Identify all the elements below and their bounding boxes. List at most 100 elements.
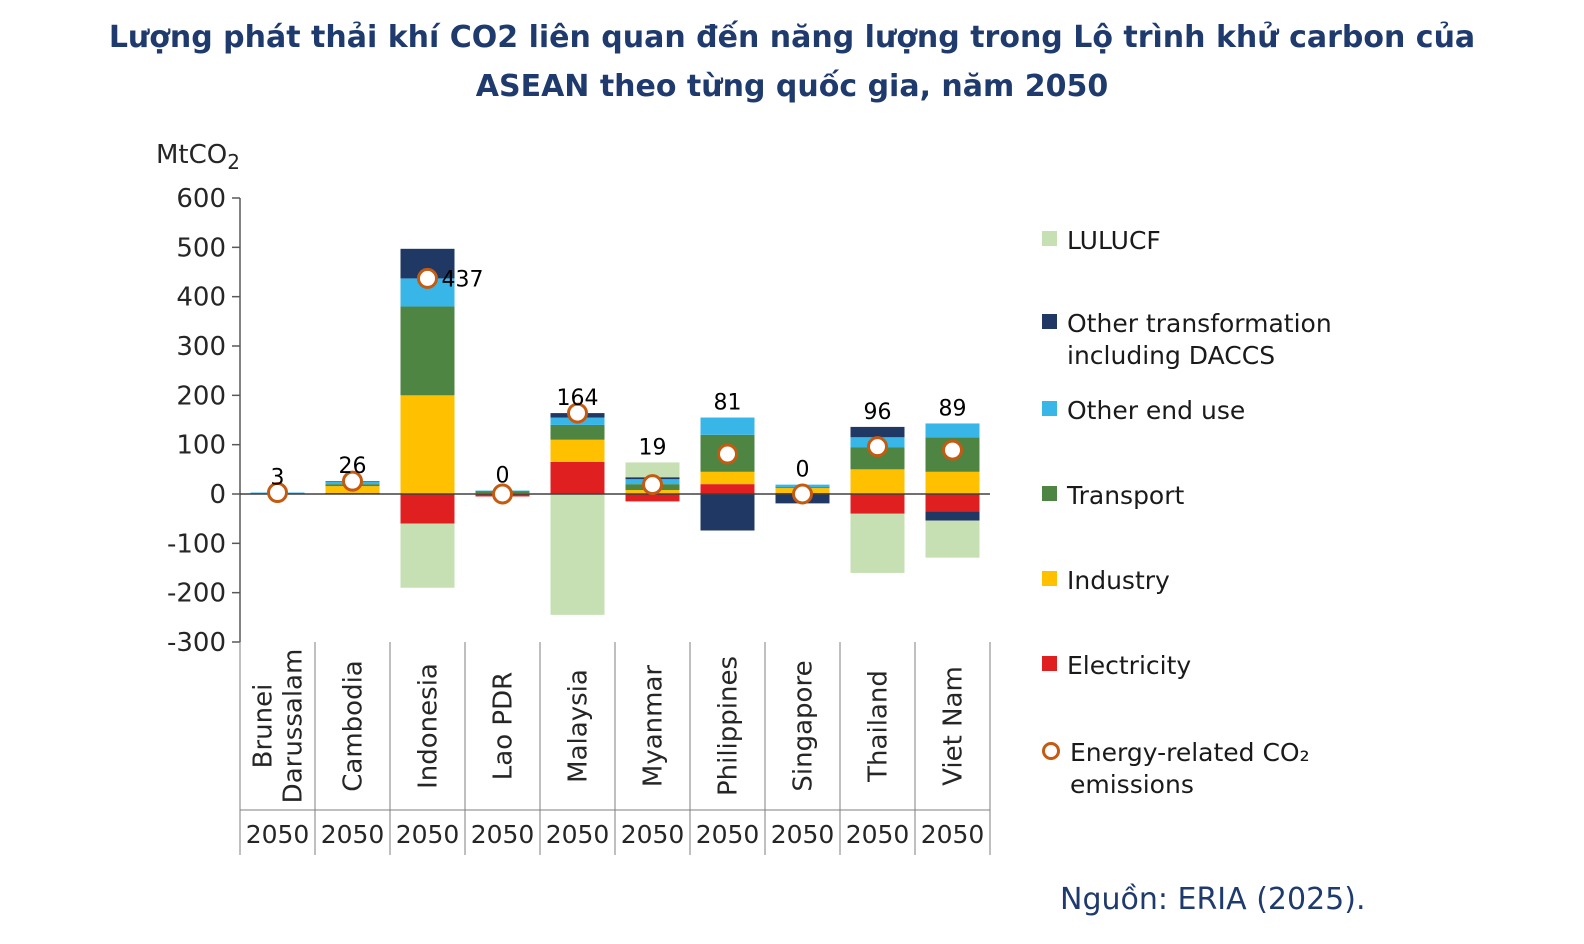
- value-label: 89: [939, 396, 967, 421]
- y-axis-tick-label: 300: [176, 332, 226, 362]
- year-label: 2050: [246, 820, 310, 849]
- value-label: 0: [796, 458, 810, 483]
- category-label: Lao PDR: [489, 672, 519, 780]
- year-label: 2050: [321, 820, 385, 849]
- y-axis-tick-label: 400: [176, 283, 226, 313]
- bar-segment: [925, 471, 980, 494]
- value-label: 81: [714, 391, 742, 416]
- category-label: Viet Nam: [939, 666, 969, 786]
- year-label: 2050: [621, 820, 685, 849]
- legend-item-0: LULUCF: [1042, 225, 1372, 257]
- year-label: 2050: [546, 820, 610, 849]
- energy-co2-marker: [792, 483, 813, 505]
- legend-label: Energy-related CO₂ emissions: [1070, 738, 1310, 799]
- bar-segment: [925, 520, 980, 558]
- legend-label: LULUCF: [1067, 226, 1161, 255]
- bar-segment: [925, 494, 980, 512]
- legend-item-3: Transport: [1042, 480, 1372, 512]
- emissions-chart: 600 500 400 300 200 100 0 -100 -200 -300 MtCO2 3 26 4…: [156, 140, 991, 855]
- legend-item-4: Industry: [1042, 565, 1372, 597]
- legend-item-5: Electricity: [1042, 650, 1372, 682]
- y-axis-tick-label: 0: [209, 480, 226, 510]
- value-label: 3: [271, 466, 285, 491]
- energy-co2-marker: [642, 474, 663, 496]
- bar-segment: [550, 494, 605, 615]
- bar-segment: [850, 494, 905, 514]
- source-note: Nguồn: ERIA (2025).: [1060, 882, 1366, 917]
- chart-title-line1: Lượng phát thải khí CO2 liên quan đến nă…: [108, 20, 1476, 55]
- bar-segment: [925, 511, 980, 521]
- value-label: 26: [339, 454, 367, 479]
- energy-co2-marker: [342, 470, 363, 492]
- y-axis-tick-label: 600: [176, 184, 226, 214]
- category-label: Malaysia: [564, 669, 594, 783]
- bar-segment: [700, 484, 755, 494]
- legend-label: Transport: [1067, 481, 1185, 510]
- y-axis-tick-label: -300: [167, 628, 226, 658]
- category-label: Thailand: [864, 670, 894, 783]
- bar-segment: [550, 439, 605, 462]
- bar-segment: [700, 471, 755, 485]
- bar-segment: [850, 513, 905, 573]
- category-label: Indonesia: [414, 663, 444, 789]
- category-label: Singapore: [789, 660, 819, 791]
- year-label: 2050: [396, 820, 460, 849]
- bar-segment: [400, 395, 455, 494]
- energy-co2-marker: [942, 439, 963, 461]
- bar-segment: [925, 423, 980, 438]
- y-axis-tick-label: -200: [167, 579, 226, 609]
- bar-segment: [700, 417, 755, 435]
- year-label: 2050: [471, 820, 535, 849]
- legend-item-6: Energy-related CO₂ emissions: [1042, 737, 1372, 801]
- category-label: Cambodia: [339, 660, 369, 792]
- legend-label: Other transformation including DACCS: [1067, 309, 1332, 370]
- year-label: 2050: [846, 820, 910, 849]
- category-label: Brunei: [249, 684, 279, 769]
- energy-co2-marker: [717, 443, 738, 465]
- legend-label: Electricity: [1067, 651, 1192, 680]
- y-axis-tick-label: -100: [167, 529, 226, 559]
- legend-swatch-icon: [1042, 486, 1057, 501]
- bar-segment: [550, 461, 605, 494]
- legend-swatch-icon: [1042, 314, 1057, 329]
- y-axis-tick-label: 500: [176, 233, 226, 263]
- legend-item-1: Other transformation including DACCS: [1042, 308, 1372, 372]
- energy-co2-marker: [867, 436, 888, 458]
- category-label: Philippines: [714, 656, 744, 796]
- bar-segment: [850, 469, 905, 494]
- legend-swatch-icon: [1042, 231, 1057, 246]
- bar-segment: [550, 424, 605, 440]
- bar-segment: [625, 494, 680, 502]
- energy-co2-marker-icon: [1042, 742, 1060, 760]
- legend-item-2: Other end use: [1042, 395, 1372, 427]
- value-label: 96: [864, 400, 892, 425]
- legend-swatch-icon: [1042, 571, 1057, 586]
- energy-co2-marker: [567, 402, 588, 424]
- chart-title-line2: ASEAN theo từng quốc gia, năm 2050: [475, 68, 1109, 104]
- legend-swatch-icon: [1042, 401, 1057, 416]
- bar-segment: [625, 462, 680, 478]
- bar-segment: [400, 306, 455, 396]
- category-label: Myanmar: [639, 665, 669, 787]
- year-label: 2050: [771, 820, 835, 849]
- bar-segment: [850, 426, 905, 438]
- y-axis-unit: MtCO2: [156, 140, 240, 174]
- y-axis-tick-label: 200: [176, 381, 226, 411]
- value-label: 437: [442, 267, 484, 292]
- bar-segment: [400, 494, 455, 524]
- bar-segment: [700, 494, 755, 531]
- year-label: 2050: [921, 820, 985, 849]
- bar-segment: [850, 447, 905, 470]
- value-label: 0: [496, 464, 510, 489]
- energy-co2-marker: [492, 483, 513, 505]
- year-label: 2050: [696, 820, 760, 849]
- chart-title: Lượng phát thải khí CO2 liên quan đến nă…: [0, 14, 1584, 111]
- energy-co2-marker: [417, 267, 438, 289]
- chart-legend: LULUCF Other transformation including DAC…: [1042, 225, 1382, 845]
- legend-label: Industry: [1067, 566, 1170, 595]
- legend-label: Other end use: [1067, 396, 1246, 425]
- value-label: 19: [639, 435, 667, 460]
- value-label: 164: [557, 386, 599, 411]
- energy-co2-marker: [267, 482, 288, 504]
